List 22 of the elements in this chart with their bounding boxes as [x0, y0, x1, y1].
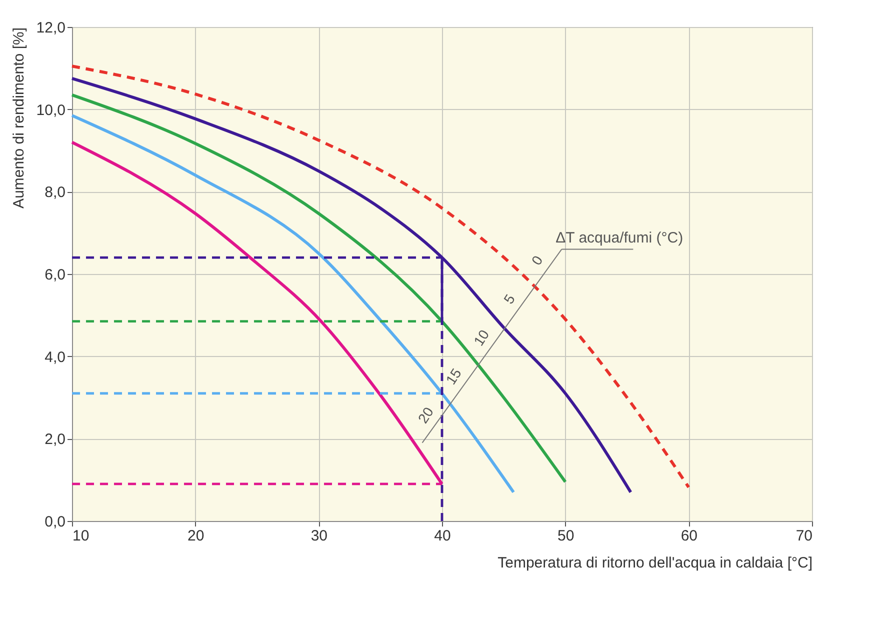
annotation: ΔT acqua/fumi (°C): [556, 229, 684, 246]
text: 0: [528, 252, 546, 268]
x-tick-label: 50: [557, 528, 574, 544]
x-tick-label: 30: [310, 528, 328, 544]
y-tick-label: 6,0: [44, 266, 66, 284]
x-tick-label: 20: [187, 528, 204, 544]
y-tick-label: 10,0: [36, 102, 66, 119]
y-tick-label: 4,0: [44, 348, 66, 366]
x-tick-label: 60: [680, 528, 698, 544]
text: 20: [414, 404, 437, 426]
x-tick-label: 10: [72, 528, 90, 544]
y-tick-label: 12,0: [36, 20, 66, 36]
text: 5: [500, 291, 518, 307]
y-axis-title: Aumento di rendimento [%]: [10, 28, 28, 208]
y-tick-label: 8,0: [44, 184, 66, 202]
x-axis-title: Temperatura di ritorno dell'acqua in caldaia [°C]: [498, 554, 812, 572]
y-tick-label: 2,0: [44, 431, 66, 448]
x-tick-label: 70: [796, 528, 812, 544]
text: 15: [442, 365, 464, 388]
text: 10: [470, 326, 492, 349]
x-tick-label: 40: [434, 528, 451, 544]
y-tick-label: 0,0: [44, 514, 66, 530]
